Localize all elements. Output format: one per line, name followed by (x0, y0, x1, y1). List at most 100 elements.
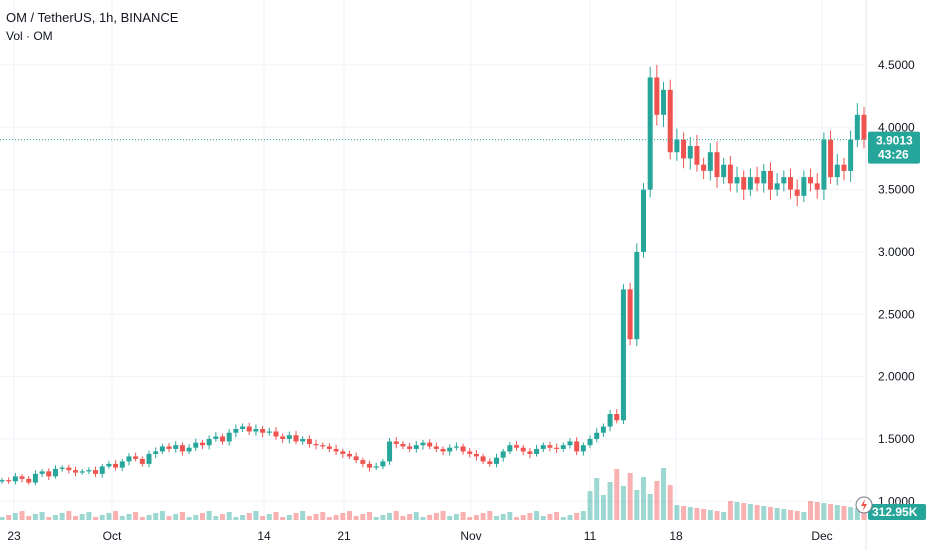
volume-bar (226, 512, 232, 520)
volume-bar (133, 512, 139, 520)
volume-bar (787, 510, 793, 520)
candle-body (607, 414, 613, 427)
volume-bar (280, 517, 286, 520)
volume-bar (661, 468, 667, 520)
candle-body (353, 456, 359, 461)
candle-body (226, 432, 232, 442)
candle-body (79, 471, 85, 473)
volume-bar (12, 513, 18, 520)
candle-body (133, 456, 139, 459)
volume-bar (380, 515, 386, 520)
candle-body (447, 447, 453, 452)
candle-body (560, 445, 566, 449)
candle-body (487, 461, 493, 464)
volume-bar (493, 516, 499, 520)
candle-body (173, 445, 179, 449)
volume-bar (801, 512, 807, 520)
candle-body (661, 89, 667, 115)
candle-body (293, 435, 299, 442)
candle-body (407, 446, 413, 449)
candle-body (313, 443, 319, 446)
volume-bar (781, 509, 787, 520)
chart-legend: OM / TetherUS, 1h, BINANCE Vol · OM (6, 8, 178, 46)
candle-body (0, 480, 5, 482)
candle-body (694, 145, 700, 165)
candle-body (534, 448, 540, 454)
volume-bar (620, 486, 626, 520)
volume-bar (106, 513, 112, 520)
symbol-title[interactable]: OM / TetherUS, 1h, BINANCE (6, 10, 179, 25)
x-tick-label: 14 (257, 529, 271, 543)
volume-bar (547, 514, 553, 520)
candle-body (6, 480, 12, 482)
candle-body (206, 438, 212, 446)
volume-bar (286, 515, 292, 520)
volume-bar (306, 516, 312, 520)
volume-bar (213, 516, 219, 520)
candle-body (747, 177, 753, 190)
candle-body (26, 478, 32, 483)
volume-bar (387, 513, 393, 520)
candle-body (594, 432, 600, 439)
x-tick-label: Oct (103, 529, 122, 543)
price-badge-value: 3.9013 (876, 134, 913, 148)
volume-bar (146, 515, 152, 520)
volume-bar (834, 505, 840, 520)
volume-bar (186, 517, 192, 520)
volume-bar (313, 514, 319, 520)
volume-bar (233, 517, 239, 520)
volume-bar (153, 513, 159, 520)
candle-body (808, 177, 814, 184)
volume-bar (179, 512, 185, 520)
volume-bar (534, 511, 540, 520)
volume-bar (159, 511, 165, 520)
candle-body (580, 445, 586, 452)
candle-body (727, 164, 733, 184)
volume-bar (714, 511, 720, 520)
candle-body (186, 447, 192, 452)
candle-body (761, 170, 767, 184)
candle-body (701, 164, 707, 171)
candle-body (266, 431, 272, 433)
volume-bar (594, 478, 600, 520)
volume-bar (246, 513, 252, 520)
volume-bar (79, 514, 85, 520)
candle-body (634, 251, 640, 340)
candle-body (647, 77, 653, 190)
volume-bar (413, 512, 419, 520)
volume-bar (854, 508, 860, 520)
volume-badge (868, 504, 926, 520)
volume-bar (741, 503, 747, 520)
volume-bar (667, 485, 673, 520)
volume-bar (447, 516, 453, 520)
volume-indicator-label[interactable]: Vol · OM (6, 29, 53, 43)
candle-body (460, 446, 466, 452)
volume-bar (761, 506, 767, 520)
candle-body (854, 114, 860, 140)
volume-bar (754, 505, 760, 520)
x-tick-label: 11 (584, 529, 597, 543)
price-badge (868, 131, 920, 164)
volume-bar (300, 511, 306, 520)
volume-bar (654, 481, 660, 520)
candle-body (66, 467, 72, 471)
candle-body (166, 446, 172, 449)
candle-body (681, 139, 687, 159)
volume-bar (808, 501, 814, 520)
volume-bar (326, 517, 332, 520)
volume-bar (407, 514, 413, 520)
volume-bar (373, 517, 379, 520)
candle-body (373, 466, 379, 468)
candle-body (233, 428, 239, 433)
volume-bar (26, 516, 32, 520)
volume-bar (440, 511, 446, 520)
volume-bar (767, 507, 773, 520)
volume-bar (360, 514, 366, 520)
volume-bar (199, 513, 205, 520)
candle-body (393, 441, 399, 444)
candle-body (547, 445, 553, 448)
volume-bar (113, 511, 119, 520)
candle-body (12, 476, 18, 482)
